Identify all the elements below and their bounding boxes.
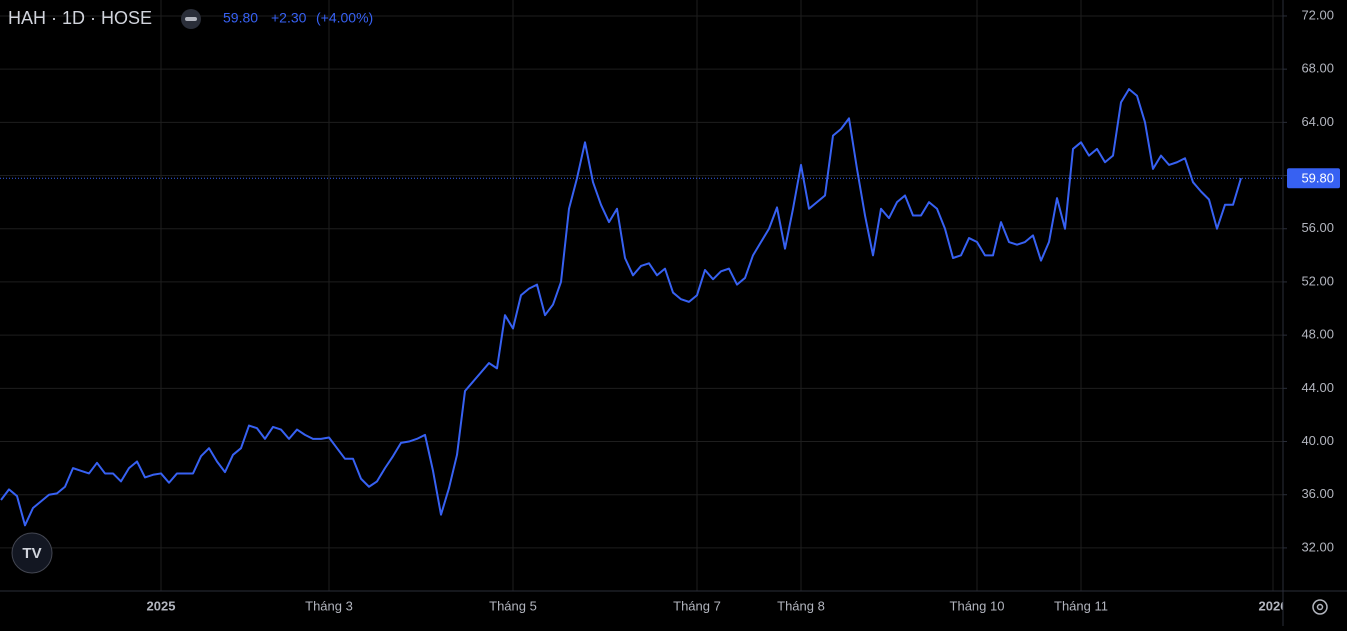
last-price-badge bbox=[1287, 168, 1340, 189]
last-price-label: 59.80 bbox=[1301, 171, 1334, 186]
y-tick-label: 48.00 bbox=[1301, 327, 1334, 342]
settings-center bbox=[1316, 603, 1324, 611]
y-tick-label: 52.00 bbox=[1301, 273, 1334, 288]
change-pct: (+4.00%) bbox=[316, 10, 373, 26]
logo[interactable] bbox=[11, 532, 53, 574]
symbol: HAH · 1D · HOSE bbox=[8, 8, 152, 28]
x-tick-label: Tháng 3 bbox=[305, 598, 353, 613]
y-tick-label: 36.00 bbox=[1301, 486, 1334, 501]
x-tick-label: Tháng 7 bbox=[673, 598, 721, 613]
y-tick-label: 72.00 bbox=[1301, 7, 1334, 22]
x-tick-label: Tháng 5 bbox=[489, 598, 537, 613]
plot: 2025 Tháng 3 Tháng 5 Tháng 7 Tháng 8 Tháng 10… bbox=[0, 88, 1288, 613]
x-tick-label: Tháng 10 bbox=[950, 598, 1005, 613]
x-tick-label: 2025 bbox=[147, 598, 176, 613]
grid bbox=[0, 0, 1283, 591]
x-tick-label: Tháng 8 bbox=[777, 598, 825, 613]
status-icon bbox=[185, 17, 197, 21]
x-tick-label: 2026 bbox=[1259, 598, 1288, 613]
y-tick-label: 64.00 bbox=[1301, 114, 1334, 129]
y-tick-label: 56.00 bbox=[1301, 220, 1334, 235]
y-tick-label: 32.00 bbox=[1301, 539, 1334, 554]
x-tick-label: Tháng 11 bbox=[1054, 598, 1108, 613]
change: +2.30 bbox=[271, 10, 307, 26]
settings[interactable] bbox=[1312, 599, 1328, 615]
logo-mark: TV bbox=[22, 545, 41, 562]
y-tick-label: 40.00 bbox=[1301, 433, 1334, 448]
price: 59.80 bbox=[223, 10, 258, 26]
y-tick-label: 68.00 bbox=[1301, 61, 1334, 76]
price-line bbox=[0, 88, 1242, 527]
y-tick-label: 44.00 bbox=[1301, 380, 1334, 395]
